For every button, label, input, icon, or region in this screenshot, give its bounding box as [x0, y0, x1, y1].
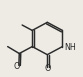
Text: NH: NH [64, 43, 76, 52]
Text: O: O [44, 64, 50, 73]
Text: O: O [14, 62, 20, 71]
